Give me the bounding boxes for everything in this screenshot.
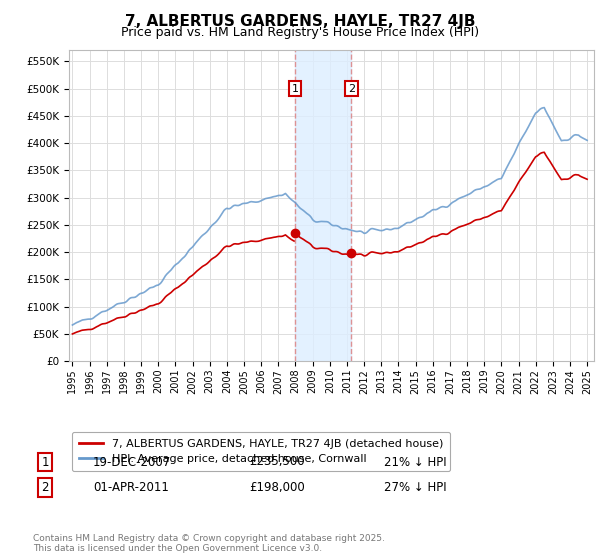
Text: 21% ↓ HPI: 21% ↓ HPI <box>384 455 446 469</box>
Legend: 7, ALBERTUS GARDENS, HAYLE, TR27 4JB (detached house), HPI: Average price, detac: 7, ALBERTUS GARDENS, HAYLE, TR27 4JB (de… <box>72 432 450 471</box>
Text: 1: 1 <box>41 455 49 469</box>
Text: 01-APR-2011: 01-APR-2011 <box>93 480 169 494</box>
Text: 7, ALBERTUS GARDENS, HAYLE, TR27 4JB: 7, ALBERTUS GARDENS, HAYLE, TR27 4JB <box>125 14 475 29</box>
Text: 2: 2 <box>347 83 355 94</box>
Text: £198,000: £198,000 <box>249 480 305 494</box>
Text: 1: 1 <box>292 83 298 94</box>
Text: 2: 2 <box>41 480 49 494</box>
Text: 27% ↓ HPI: 27% ↓ HPI <box>384 480 446 494</box>
Text: 19-DEC-2007: 19-DEC-2007 <box>93 455 171 469</box>
Text: £235,500: £235,500 <box>249 455 305 469</box>
Text: Contains HM Land Registry data © Crown copyright and database right 2025.
This d: Contains HM Land Registry data © Crown c… <box>33 534 385 553</box>
Bar <box>295 50 351 361</box>
Text: Price paid vs. HM Land Registry's House Price Index (HPI): Price paid vs. HM Land Registry's House … <box>121 26 479 39</box>
